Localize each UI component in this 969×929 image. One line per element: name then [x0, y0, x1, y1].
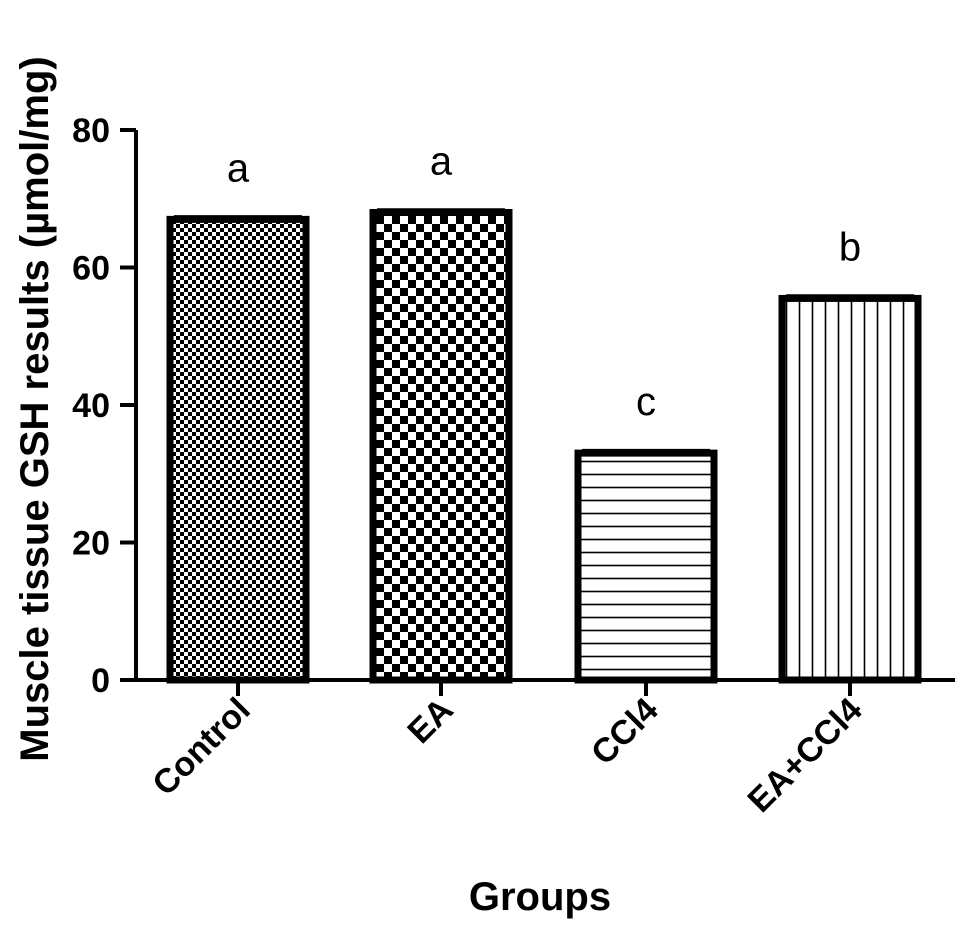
bar-control [166, 215, 310, 684]
bar-ea-ccl4 [778, 294, 922, 684]
y-axis-title: Muscle tissue GSH results (µmol/mg) [13, 56, 57, 761]
bar-ea [369, 209, 513, 684]
y-tick-label: 40 [72, 387, 110, 425]
x-tick-label: EA [400, 691, 460, 751]
bar-ccl4 [574, 449, 718, 684]
significance-label: b [839, 225, 861, 269]
x-tick-label: CCl4 [584, 691, 666, 773]
significance-label: a [430, 140, 453, 184]
y-tick-label: 20 [72, 525, 110, 563]
bars-layer [166, 208, 922, 684]
x-tick-label: Control [145, 691, 257, 803]
x-axis-title: Groups [469, 875, 611, 919]
significance-label: a [227, 146, 250, 190]
x-tick-label: EA+CCl4 [741, 691, 870, 820]
y-tick-label: 60 [72, 250, 110, 288]
y-tick-label: 80 [72, 112, 110, 150]
y-tick-label: 0 [91, 662, 110, 700]
significance-label: c [636, 380, 656, 424]
ticks-layer: 0 20 40 60 80 [72, 112, 136, 700]
